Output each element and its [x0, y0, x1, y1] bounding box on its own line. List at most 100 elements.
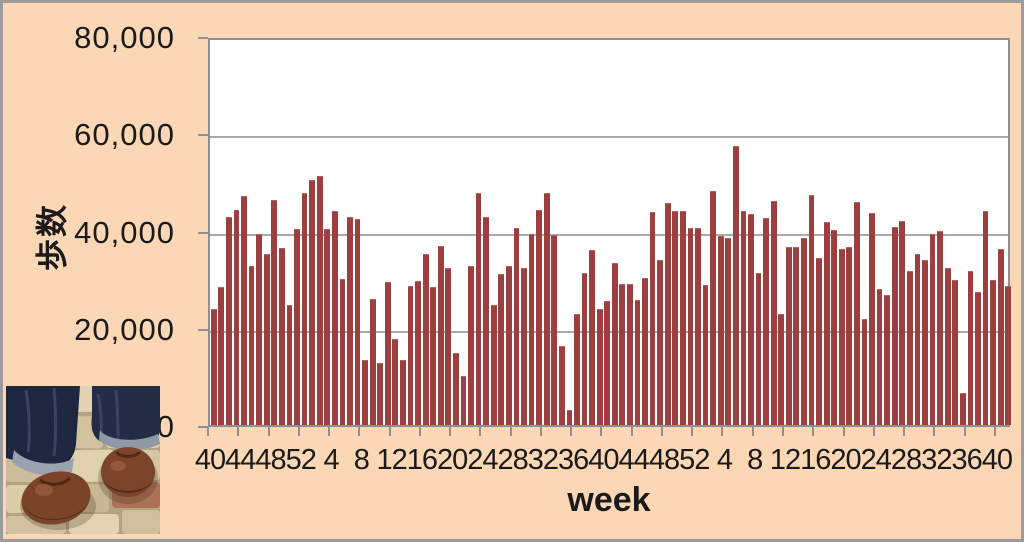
- x-tick: [509, 427, 512, 436]
- x-tick-label: 48: [648, 444, 680, 476]
- bar: [763, 218, 769, 425]
- plot-area: [208, 38, 1012, 427]
- x-tick: [691, 427, 694, 436]
- gridline: [210, 136, 1008, 139]
- bar: [241, 195, 247, 425]
- x-tick: [630, 427, 633, 436]
- x-tick: [267, 427, 270, 436]
- bar: [778, 313, 785, 425]
- bar: [407, 286, 414, 425]
- bar: [543, 193, 550, 425]
- bar: [982, 211, 989, 425]
- bar: [808, 195, 815, 425]
- x-tick: [721, 427, 724, 436]
- bar: [218, 286, 225, 425]
- x-tick-label: 52: [679, 444, 710, 476]
- bar: [279, 248, 285, 425]
- bar: [339, 278, 346, 425]
- bar: [770, 201, 777, 425]
- x-tick-label: 48: [255, 444, 286, 476]
- x-tick: [418, 427, 421, 436]
- y-tick-label: 80,000: [74, 20, 175, 55]
- bar: [944, 267, 951, 425]
- bar: [521, 267, 527, 425]
- y-tick-label: 40,000: [74, 214, 175, 250]
- x-tick-label: 16: [800, 444, 831, 476]
- x-tick-label: 20: [830, 444, 861, 476]
- bar: [589, 250, 595, 425]
- bar: [876, 288, 883, 425]
- bar: [785, 246, 792, 425]
- x-tick: [297, 427, 300, 436]
- bar: [392, 339, 399, 425]
- bar: [816, 257, 822, 425]
- x-tick-label: 32: [527, 444, 559, 476]
- bar: [793, 246, 800, 425]
- bar: [498, 274, 505, 425]
- bar: [937, 231, 943, 425]
- bar: [354, 218, 361, 425]
- bar: [884, 295, 891, 425]
- x-tick-label: 52: [285, 444, 317, 476]
- bar: [574, 314, 580, 425]
- bar: [566, 409, 573, 425]
- bar: [869, 213, 875, 425]
- y-tick: [198, 231, 208, 234]
- bar: [831, 230, 838, 425]
- x-tick-label: 12: [376, 444, 407, 476]
- bar: [891, 226, 898, 425]
- bar: [823, 222, 830, 425]
- bar: [483, 217, 490, 425]
- x-tick: [388, 427, 391, 436]
- bar: [997, 248, 1004, 425]
- x-tick-label: 4: [716, 444, 733, 476]
- bar: [324, 229, 331, 425]
- bar: [596, 308, 603, 425]
- bar: [611, 263, 618, 425]
- bar: [400, 360, 406, 425]
- y-tick: [198, 426, 208, 428]
- bar: [309, 179, 316, 425]
- bar: [210, 308, 217, 425]
- bar: [453, 353, 459, 425]
- bar: [604, 301, 611, 425]
- bar: [687, 227, 694, 425]
- x-tick: [600, 427, 603, 436]
- y-tick: [198, 134, 208, 137]
- bar: [649, 212, 656, 425]
- x-tick-label: 12: [769, 444, 801, 476]
- bar: [384, 281, 391, 425]
- x-tick: [782, 427, 785, 436]
- bar: [551, 235, 558, 425]
- bar: [536, 210, 542, 425]
- bar: [369, 298, 376, 425]
- bar: [468, 265, 474, 425]
- x-tick: [660, 427, 663, 436]
- x-tick: [237, 427, 240, 436]
- x-tick: [842, 427, 845, 436]
- x-tick-label: 44: [225, 444, 256, 476]
- x-tick-label: 44: [618, 444, 650, 476]
- x-tick-label: 16: [406, 444, 438, 476]
- bar: [437, 245, 444, 425]
- bar: [740, 211, 747, 425]
- bar: [710, 191, 717, 425]
- bar: [263, 254, 270, 425]
- bar: [627, 283, 633, 425]
- bar: [430, 286, 437, 425]
- bar: [975, 291, 981, 425]
- x-tick: [963, 427, 966, 436]
- bar: [422, 254, 429, 425]
- x-tick-label: 24: [467, 444, 498, 476]
- bar: [702, 285, 709, 425]
- bar: [513, 228, 520, 425]
- bar: [929, 234, 936, 425]
- bar: [914, 254, 921, 425]
- photo-feet-on-cobblestones: [6, 386, 160, 534]
- bar: [490, 305, 497, 425]
- bar: [642, 277, 648, 425]
- x-tick: [358, 427, 361, 436]
- bar: [967, 270, 974, 425]
- x-tick: [328, 427, 331, 436]
